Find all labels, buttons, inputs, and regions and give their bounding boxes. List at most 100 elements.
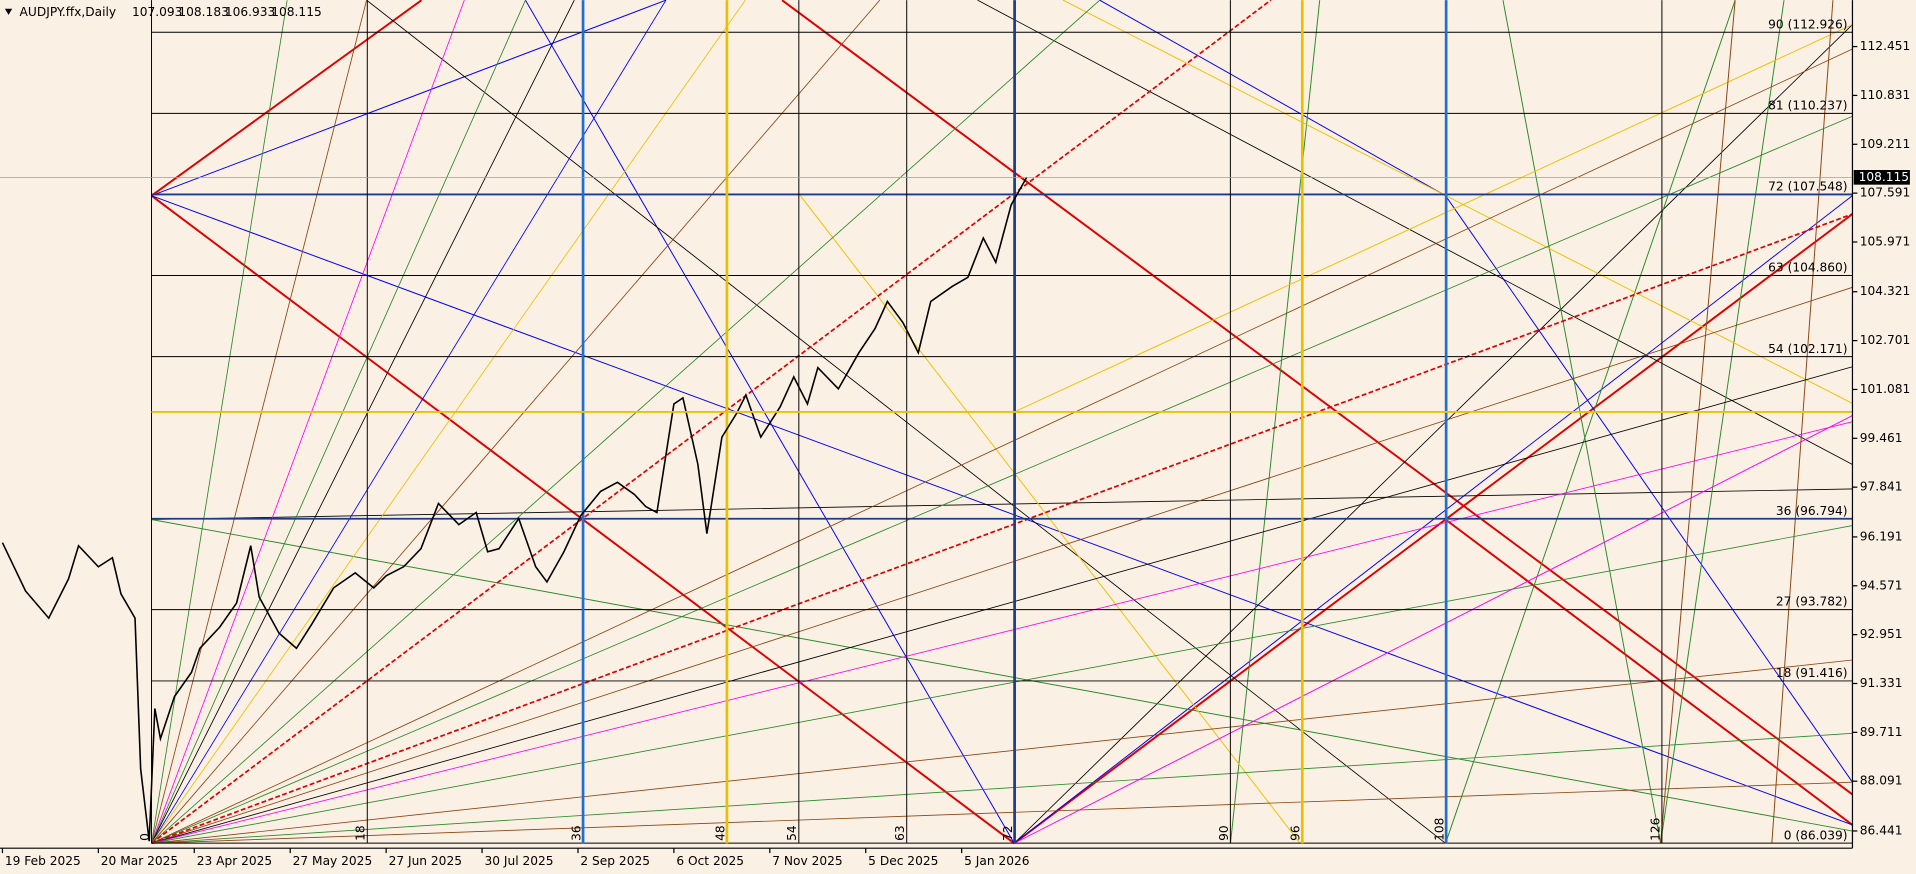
x-tick-label: 27 Jun 2025 [389, 854, 462, 868]
time-level-label: 0 [138, 833, 152, 841]
gann-line [1230, 0, 1321, 844]
gann-line [151, 0, 667, 197]
y-tick-label: 105.971 [1860, 234, 1910, 248]
fan-line [151, 115, 1853, 844]
gann-line [151, 519, 1853, 832]
price-level-label: 72 (107.548) [1768, 180, 1847, 194]
price-level-label: 63 (104.860) [1768, 261, 1847, 275]
x-tick-label: 2 Sep 2025 [580, 854, 650, 868]
price-level-label: 36 (96.794) [1776, 504, 1848, 518]
gann-line [1099, 0, 1446, 197]
fan-line [151, 659, 1853, 844]
y-tick-label: 102.701 [1860, 333, 1910, 347]
y-tick-label: 96.191 [1860, 529, 1903, 543]
y-tick-label: 110.831 [1860, 88, 1910, 102]
gann-line [1444, 518, 1854, 826]
time-axis-bg [0, 848, 1916, 874]
fan-line [151, 0, 465, 844]
y-tick-label: 92.951 [1860, 627, 1903, 641]
gann-line [151, 195, 1853, 826]
current-price-box [1853, 169, 1910, 185]
fan-line [151, 0, 746, 844]
fan-line [151, 366, 1853, 844]
gann-line [1445, 0, 1736, 844]
menu-arrow[interactable] [4, 8, 13, 15]
fan-line [151, 0, 1272, 844]
gann-line [977, 0, 1853, 465]
gann-line [150, 0, 423, 197]
ohlc-value: 108.183 [178, 5, 228, 19]
fan-line [151, 732, 1853, 844]
gann-line [1013, 415, 1853, 844]
y-tick-label: 86.441 [1860, 823, 1903, 837]
time-level-label: 72 [1001, 825, 1015, 841]
price-level-label: 27 (93.782) [1776, 595, 1848, 609]
fan-line [151, 525, 1853, 844]
fan-line [151, 0, 367, 844]
price-level-label: 81 (110.237) [1768, 99, 1847, 113]
time-level-label: 126 [1648, 818, 1662, 841]
axes: 112.451 110.831 109.211 107.591 105.971 104.3… [1, 39, 1910, 868]
fan-line [151, 286, 1853, 844]
x-tick-label: 20 Mar 2025 [101, 854, 178, 868]
fan-line [151, 0, 667, 844]
y-tick-label: 94.571 [1860, 578, 1903, 592]
x-tick-label: 5 Jan 2026 [964, 854, 1029, 868]
ohlc-value: 107.093 [132, 5, 182, 19]
y-tick-label: 88.091 [1860, 774, 1903, 788]
time-level-label: 48 [713, 825, 727, 841]
y-tick-label: 97.841 [1860, 480, 1903, 494]
price-level-label: 0 (86.039) [1784, 828, 1848, 842]
price-level-label: 90 (112.926) [1768, 17, 1847, 31]
y-tick-label: 107.591 [1860, 186, 1910, 200]
time-level-label: 96 [1289, 825, 1303, 841]
fan-line [151, 0, 881, 844]
x-tick-label: 23 Apr 2025 [197, 854, 272, 868]
gann-line [1502, 0, 1662, 844]
current-price-label: 108.115 [1859, 170, 1909, 184]
y-tick-label: 99.461 [1860, 431, 1903, 445]
x-tick-label: 27 May 2025 [293, 854, 373, 868]
fan-line [151, 0, 526, 844]
fan-line [151, 213, 1853, 845]
fan-line [151, 421, 1853, 844]
price-line [1, 176, 1028, 842]
plot: 0 (86.039) 18 (91.416) 27 (93.782) 36 (96.7… [0, 0, 1853, 844]
price-axis-bg [1852, 0, 1916, 874]
fan-line [151, 0, 575, 844]
y-tick-label: 112.451 [1860, 39, 1910, 53]
x-tick-label: 6 Oct 2025 [676, 854, 744, 868]
ohlc-value: 108.115 [271, 5, 321, 19]
price-level-label: 54 (102.171) [1768, 342, 1847, 356]
x-tick-label: 7 Nov 2025 [772, 854, 842, 868]
gann-line [1660, 0, 1785, 844]
fan-line [151, 48, 1853, 844]
gann-line [1660, 0, 1736, 844]
ohlc-value: 106.933 [225, 5, 275, 19]
price-level-label: 18 (91.416) [1776, 666, 1848, 680]
time-level-label: 18 [354, 825, 368, 841]
y-tick-label: 104.321 [1860, 284, 1910, 298]
gann-line [781, 0, 1854, 796]
y-tick-label: 89.711 [1860, 725, 1903, 739]
x-tick-label: 5 Dec 2025 [868, 854, 938, 868]
time-level-label: 90 [1217, 825, 1231, 841]
gann-line [1771, 0, 1834, 844]
gann-line [1013, 24, 1853, 844]
gann-line [1062, 0, 1853, 404]
x-tick-label: 19 Feb 2025 [5, 854, 81, 868]
x-tick-label: 30 Jul 2025 [484, 854, 553, 868]
time-level-label: 108 [1433, 818, 1447, 841]
gann-lines [150, 0, 1854, 845]
fan-line [151, 0, 1101, 844]
fan-line [151, 0, 288, 844]
y-tick-label: 91.331 [1860, 676, 1903, 690]
gann-line [1013, 213, 1854, 845]
symbol: AUDJPY.ffx,Daily [20, 5, 117, 19]
time-level-label: 36 [569, 825, 583, 841]
y-tick-label: 101.081 [1860, 382, 1910, 396]
gann-line [366, 0, 1446, 844]
